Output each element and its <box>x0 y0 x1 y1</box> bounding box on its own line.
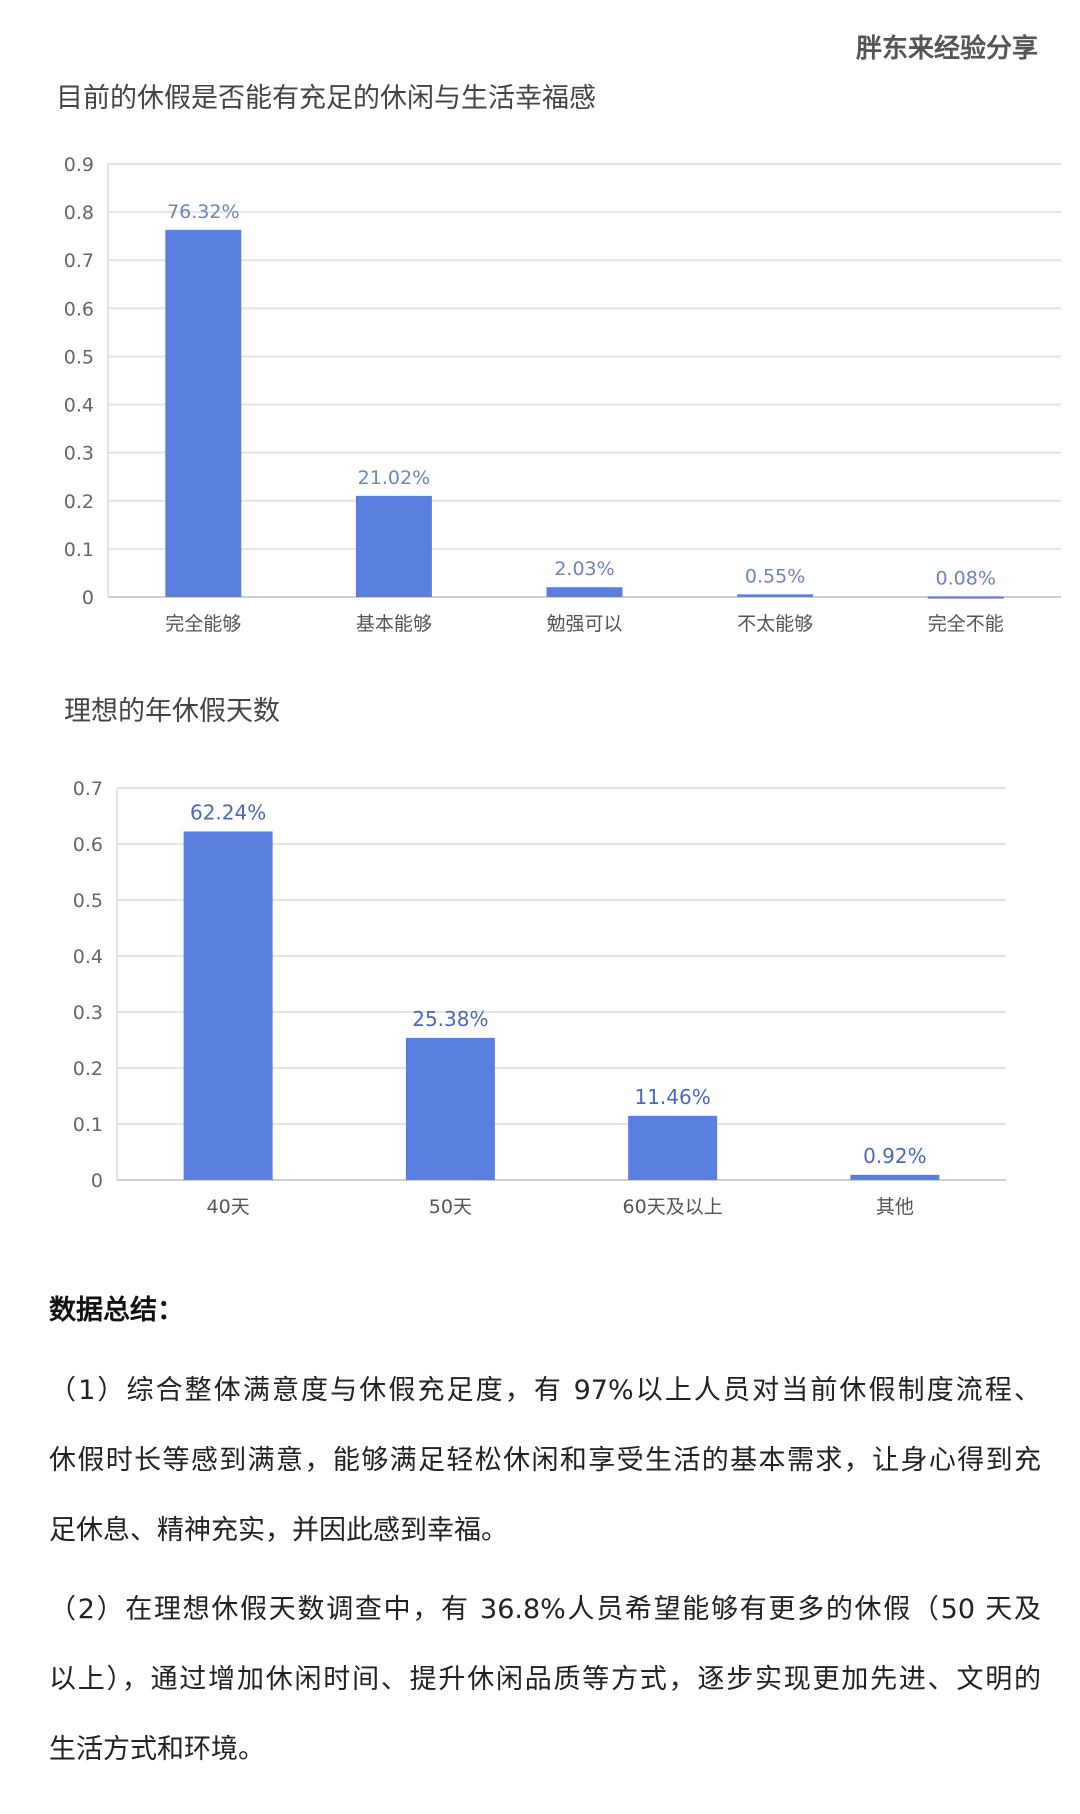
data-label: 11.46% <box>634 1085 710 1109</box>
bar <box>183 831 273 1180</box>
bar <box>165 229 242 597</box>
x-tick-label: 基本能够 <box>356 613 432 635</box>
chart-2-title: 理想的年休假天数 <box>64 696 280 727</box>
data-label: 76.32% <box>167 201 239 223</box>
x-tick-label: 40天 <box>207 1196 250 1218</box>
data-label: 0.55% <box>745 565 805 587</box>
y-tick-label: 0.7 <box>64 250 94 272</box>
y-tick-label: 0.6 <box>64 298 94 320</box>
paragraph-line: （2）在理想休假天数调查中，有 36.8%人员希望能够有更多的休假（50 天及 <box>49 1594 1041 1625</box>
y-tick-label: 0.4 <box>64 395 94 417</box>
bar <box>628 1115 718 1180</box>
summary-paragraph-1: （1）综合整体满意度与休假充足度，有 97%以上人员对当前休假制度流程、 休假时… <box>49 1371 1041 1581</box>
y-tick-label: 0.1 <box>64 539 94 561</box>
paragraph-line: （1）综合整体满意度与休假充足度，有 97%以上人员对当前休假制度流程、 <box>49 1375 1041 1406</box>
x-tick-label: 50天 <box>429 1196 472 1218</box>
x-tick-label: 完全能够 <box>165 613 241 635</box>
y-tick-label: 0.7 <box>73 778 103 800</box>
summary-paragraph-2: （2）在理想休假天数调查中，有 36.8%人员希望能够有更多的休假（50 天及 … <box>49 1590 1041 1800</box>
x-tick-label: 60天及以上 <box>623 1196 723 1218</box>
paragraph-line: 足休息、精神充实，并因此感到幸福。 <box>49 1515 508 1546</box>
chart-1: 0 0.1 0.2 0.3 0.4 0.5 0.6 0.7 0.8 0.9 76.32% 完全能够 21… <box>64 154 1061 635</box>
paragraph-line: 以上），通过增加休闲时间、提升休闲品质等方式，逐步实现更加先进、文明的 <box>49 1664 1041 1695</box>
data-label: 2.03% <box>554 558 614 580</box>
y-tick-label: 0.3 <box>64 443 94 465</box>
data-label: 0.08% <box>936 568 996 590</box>
y-tick-label: 0.8 <box>64 202 94 224</box>
paragraph-line: 生活方式和环境。 <box>49 1734 265 1765</box>
x-tick-label: 完全不能 <box>928 613 1004 635</box>
paragraph-line: 休假时长等感到满意，能够满足轻松休闲和享受生活的基本需求，让身心得到充 <box>49 1445 1041 1476</box>
y-tick-label: 0.3 <box>73 1002 103 1024</box>
y-tick-label: 0.9 <box>64 154 94 176</box>
y-tick-label: 0 <box>91 1170 103 1192</box>
chart-1-title: 目前的休假是否能有充足的休闲与生活幸福感 <box>56 83 596 114</box>
data-label: 0.92% <box>863 1144 927 1168</box>
y-tick-label: 0.1 <box>73 1114 103 1136</box>
y-tick-label: 0.5 <box>73 890 103 912</box>
bar <box>850 1174 940 1180</box>
bar <box>405 1037 495 1180</box>
x-tick-label: 勉强可以 <box>546 613 622 635</box>
y-tick-label: 0.5 <box>64 346 94 368</box>
y-tick-label: 0.2 <box>73 1058 103 1080</box>
chart-2: 0 0.1 0.2 0.3 0.4 0.5 0.6 0.7 62.24% 40天 25.38% 50天… <box>73 778 1006 1218</box>
y-tick-label: 0.2 <box>64 491 94 513</box>
x-tick-label: 其他 <box>876 1196 914 1218</box>
x-tick-label: 不太能够 <box>737 613 813 635</box>
y-tick-label: 0 <box>82 587 94 609</box>
data-label: 25.38% <box>412 1007 488 1031</box>
y-tick-label: 0.4 <box>73 946 103 968</box>
y-tick-label: 0.6 <box>73 834 103 856</box>
summary-title: 数据总结： <box>49 1295 184 1326</box>
data-label: 62.24% <box>190 800 266 824</box>
watermark: 胖东来经验分享 <box>855 34 1038 64</box>
data-label: 21.02% <box>358 467 430 489</box>
bar <box>927 596 1004 599</box>
bar <box>546 587 623 597</box>
bar <box>737 594 814 597</box>
bar <box>355 495 432 597</box>
